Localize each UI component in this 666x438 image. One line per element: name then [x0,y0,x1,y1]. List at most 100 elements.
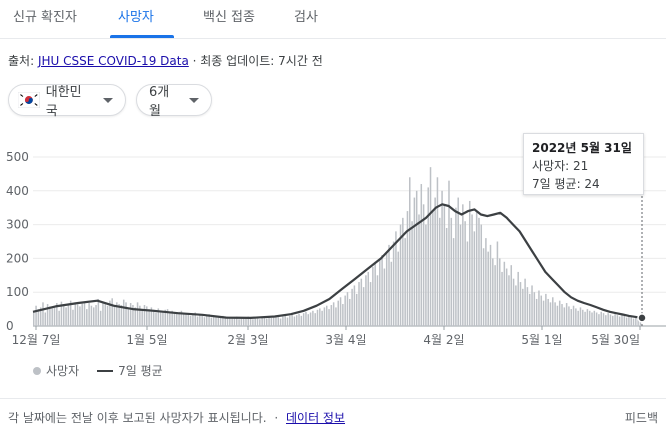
bar [362,287,365,326]
bar [316,309,319,326]
bar [122,299,125,326]
bar [358,282,360,326]
y-tick-label: 400 [6,184,29,198]
bar [443,204,446,326]
bar [83,301,86,326]
bar [99,310,102,326]
tab-tests[interactable]: 검사 [294,10,318,25]
bar [445,227,448,326]
bar [37,309,40,326]
bar [482,248,485,326]
x-tick-label: 4월 2일 [423,333,464,347]
bar [229,317,231,326]
source-prefix: 출처: [8,54,38,68]
bar [637,317,639,326]
period-dropdown[interactable]: 6개월 [136,84,212,119]
bar [383,268,386,326]
bar [208,314,210,326]
bar [109,300,111,326]
bar [406,211,409,326]
bar [464,221,466,326]
bar [547,298,549,326]
bar [231,318,233,326]
bar [201,315,203,326]
bar [120,305,123,326]
bar [325,305,328,326]
bar [173,312,176,326]
feedback-link[interactable]: 피드백 [624,411,658,425]
bar [226,316,229,326]
chevron-down-icon [189,97,199,103]
bar [517,271,519,326]
bar [81,303,83,326]
bar [365,275,367,326]
bar [254,317,256,326]
bar [448,180,450,326]
bar [134,307,137,326]
tab-vaccinations[interactable]: 백신 접종 [203,10,255,25]
footer-note: 각 날짜에는 전날 이후 보고된 사망자가 표시됩니다. · 데이터 정보 [8,409,345,426]
bar [420,184,423,326]
bar [222,315,224,326]
bar [533,292,536,326]
legend-deaths: 사망자 [46,364,80,378]
bar [51,308,53,326]
bar [639,318,642,326]
bar [155,312,157,326]
y-tick-label: 200 [6,251,29,265]
data-info-link[interactable]: 데이터 정보 [286,411,346,425]
deaths-chart[interactable]: 0 100 200 300 400 500 12월 7일 1월 5일 2월 3일 3월 4일 4월 … [0,140,666,355]
bar [558,300,561,326]
bar [598,314,600,326]
bar [312,310,314,326]
bar [466,241,469,326]
bar [552,297,554,326]
bar [185,313,187,326]
bar [623,315,626,326]
bar [473,231,476,326]
country-label: 대한민국 [45,85,82,119]
bar [515,285,517,326]
x-tick-label: 5월 1일 [521,333,562,347]
tab-new-cases[interactable]: 신규 확진자 [13,10,77,25]
bar [143,305,146,326]
bar [577,310,579,326]
bar [261,317,263,326]
source-link[interactable]: JHU CSSE COVID-19 Data [37,54,189,68]
country-dropdown[interactable]: 대한민국 [8,84,126,119]
bar [397,251,399,326]
bar [630,317,632,326]
bar [69,300,72,326]
y-tick-label: 300 [6,218,29,232]
bar [189,315,192,326]
bar [58,310,60,326]
tab-bar: 신규 확진자 사망자 백신 접종 검사 [0,0,666,39]
bar [602,313,605,326]
bar [404,238,406,326]
bar [307,314,310,326]
bar [240,317,243,326]
bar [376,275,379,326]
bar [538,290,540,326]
bar [609,314,612,326]
bar [526,287,529,326]
bar [586,309,589,326]
bar [86,309,88,326]
bar [286,317,289,326]
bar [600,311,602,326]
bar [157,308,160,326]
bar [166,309,169,326]
bar [210,317,213,326]
bar [457,197,459,326]
bar [323,307,326,326]
bar [372,266,374,326]
bar [374,261,376,326]
bar [498,258,501,326]
x-tick-label: 1월 5일 [126,333,167,347]
bar [519,282,522,326]
bar [298,313,300,326]
bar [136,302,139,326]
tab-deaths[interactable]: 사망자 [118,10,154,25]
bar [116,302,118,326]
bar [588,310,591,326]
